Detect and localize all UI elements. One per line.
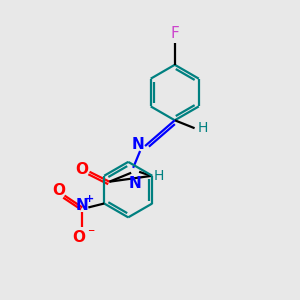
- Text: H: H: [154, 169, 164, 183]
- Text: +: +: [85, 194, 94, 203]
- Text: O: O: [72, 230, 85, 245]
- Text: F: F: [170, 26, 179, 41]
- Text: ⁻: ⁻: [87, 226, 94, 240]
- Text: O: O: [52, 183, 65, 198]
- Text: O: O: [75, 162, 88, 177]
- Text: N: N: [132, 136, 145, 152]
- Text: H: H: [198, 121, 208, 135]
- Text: N: N: [76, 198, 89, 213]
- Text: N: N: [129, 176, 142, 191]
